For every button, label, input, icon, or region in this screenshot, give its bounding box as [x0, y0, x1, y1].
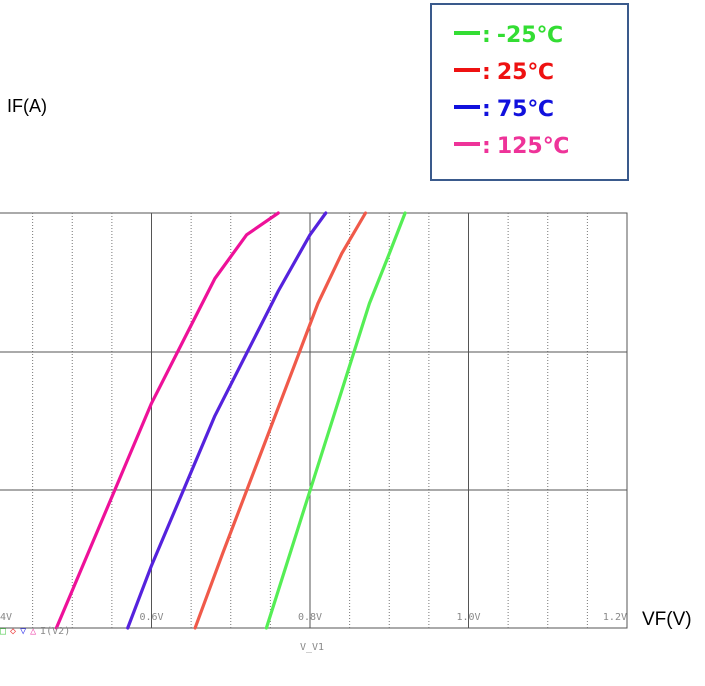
- legend-swatch: [454, 105, 480, 109]
- legend-colon: :: [482, 60, 491, 85]
- y-axis-label: IF(A): [7, 96, 47, 116]
- series-line-1: [193, 211, 368, 630]
- legend-label: -25℃: [496, 23, 564, 48]
- legend-swatch: [454, 142, 480, 146]
- trace-marker-square: □: [0, 626, 7, 637]
- series-line-3: [54, 211, 280, 630]
- trace-marker-triangle-up: △: [30, 626, 37, 637]
- legend-item-25: :25℃: [454, 60, 554, 85]
- x-tick-label: 1.0V: [456, 612, 480, 623]
- x-tick-labels: 4V 0.6V 0.8V 1.0V 1.2V: [0, 612, 627, 623]
- legend-label: 75℃: [496, 97, 555, 122]
- x-tick-label: 0.8V: [298, 612, 322, 623]
- legend-colon: :: [482, 134, 491, 159]
- trace-info: □ ◇ ▽ △ I(V2): [0, 626, 70, 637]
- legend-colon: :: [482, 97, 491, 122]
- plot-traces: [54, 211, 407, 630]
- x-axis-label: VF(V): [642, 609, 692, 630]
- x-tick-label: 1.2V: [603, 612, 627, 623]
- x-tick-label: 0.6V: [139, 612, 163, 623]
- plot-grid: [0, 212, 628, 629]
- legend-swatch: [454, 31, 480, 35]
- x-axis-variable: V_V1: [300, 642, 325, 653]
- legend-label: 25℃: [496, 60, 555, 85]
- trace-label: I(V2): [40, 626, 71, 637]
- legend-colon: :: [482, 23, 491, 48]
- plot-frame: [0, 212, 628, 629]
- legend-item-125: :125℃: [454, 134, 569, 159]
- x-tick-label: 4V: [0, 612, 12, 623]
- legend-box: : -25℃ :25℃ :75℃ :125℃: [430, 3, 629, 181]
- series-line-0: [264, 211, 407, 630]
- series-line-2: [126, 211, 328, 630]
- legend-item-75: :75℃: [454, 97, 554, 122]
- legend-item-minus25: : -25℃: [454, 23, 563, 48]
- legend-swatch: [454, 68, 480, 72]
- trace-marker-triangle-down: ▽: [20, 626, 27, 637]
- legend-label: 125℃: [496, 134, 570, 159]
- trace-marker-diamond: ◇: [10, 626, 17, 637]
